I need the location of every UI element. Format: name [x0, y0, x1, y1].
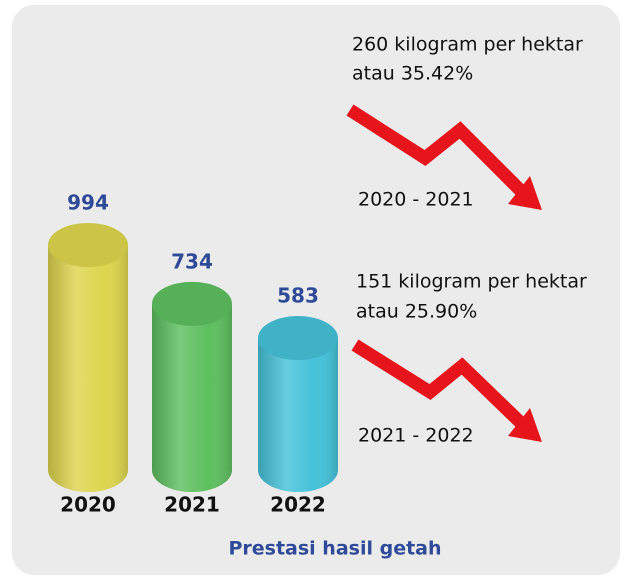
arrow-head — [508, 176, 542, 210]
bar-shade — [48, 245, 128, 470]
x-tick-label: 2022 — [270, 493, 326, 517]
value-label: 734 — [171, 249, 213, 273]
value-label: 994 — [67, 191, 109, 215]
annotation: atau 25.90% — [356, 301, 477, 323]
bar-top — [48, 223, 128, 267]
period-label: 2021 - 2022 — [358, 425, 474, 447]
chart-title: Prestasi hasil getah — [228, 538, 441, 560]
arrow — [346, 104, 527, 197]
bar-top-shade — [152, 281, 232, 326]
bar-top-shade — [48, 223, 128, 267]
bar-shade — [152, 303, 232, 470]
period-label: 2020 - 2021 — [358, 189, 474, 211]
bar-top-shade — [258, 316, 338, 361]
bar-top — [258, 316, 338, 361]
x-tick-label: 2021 — [164, 493, 220, 517]
annotation: 260 kilogram per hektar — [352, 34, 583, 56]
value-label: 583 — [277, 284, 319, 308]
arrow-head — [508, 408, 542, 442]
annotation: atau 35.42% — [352, 63, 473, 85]
bar-top — [152, 281, 232, 326]
x-tick-label: 2020 — [60, 493, 116, 517]
arrow — [351, 339, 527, 429]
annotation: 151 kilogram per hektar — [356, 271, 587, 293]
